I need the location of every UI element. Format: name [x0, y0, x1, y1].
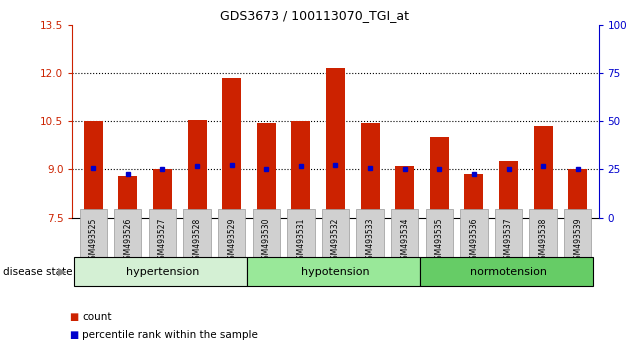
Text: GSM493530: GSM493530 [261, 218, 271, 264]
Bar [395, 166, 414, 218]
Text: ■: ■ [69, 312, 79, 322]
Text: GDS3673 / 100113070_TGI_at: GDS3673 / 100113070_TGI_at [220, 9, 410, 22]
Text: percentile rank within the sample: percentile rank within the sample [82, 330, 258, 339]
Bar [360, 123, 380, 218]
Bar [326, 68, 345, 218]
Text: ▶: ▶ [58, 267, 66, 277]
Text: count: count [82, 312, 112, 322]
Text: GSM493532: GSM493532 [331, 218, 340, 264]
Bar [430, 137, 449, 218]
Text: GSM493525: GSM493525 [89, 218, 98, 264]
Text: GSM493534: GSM493534 [400, 218, 410, 264]
Text: GSM493526: GSM493526 [123, 218, 132, 264]
Bar [84, 121, 103, 218]
FancyBboxPatch shape [420, 257, 593, 286]
Bar [257, 123, 276, 218]
Bar [188, 120, 207, 218]
FancyBboxPatch shape [74, 257, 247, 286]
Bar [222, 78, 241, 218]
Text: GSM493538: GSM493538 [539, 218, 547, 264]
Text: hypotension: hypotension [301, 267, 370, 277]
Text: GSM493536: GSM493536 [469, 218, 478, 264]
Text: GSM493528: GSM493528 [193, 218, 202, 264]
Text: GSM493539: GSM493539 [573, 218, 582, 264]
Text: GSM493527: GSM493527 [158, 218, 167, 264]
Bar [499, 161, 518, 218]
Text: GSM493533: GSM493533 [365, 218, 375, 264]
Bar [534, 126, 553, 218]
Text: ■: ■ [69, 330, 79, 339]
Text: GSM493535: GSM493535 [435, 218, 444, 264]
Text: GSM493537: GSM493537 [504, 218, 513, 264]
Text: GSM493531: GSM493531 [296, 218, 306, 264]
Text: GSM493529: GSM493529 [227, 218, 236, 264]
Text: disease state: disease state [3, 267, 72, 277]
Bar [118, 176, 137, 218]
Bar [153, 170, 172, 218]
Text: normotension: normotension [470, 267, 547, 277]
Bar [291, 121, 311, 218]
Bar [568, 170, 587, 218]
FancyBboxPatch shape [247, 257, 420, 286]
Bar [464, 174, 483, 218]
Text: hypertension: hypertension [126, 267, 199, 277]
